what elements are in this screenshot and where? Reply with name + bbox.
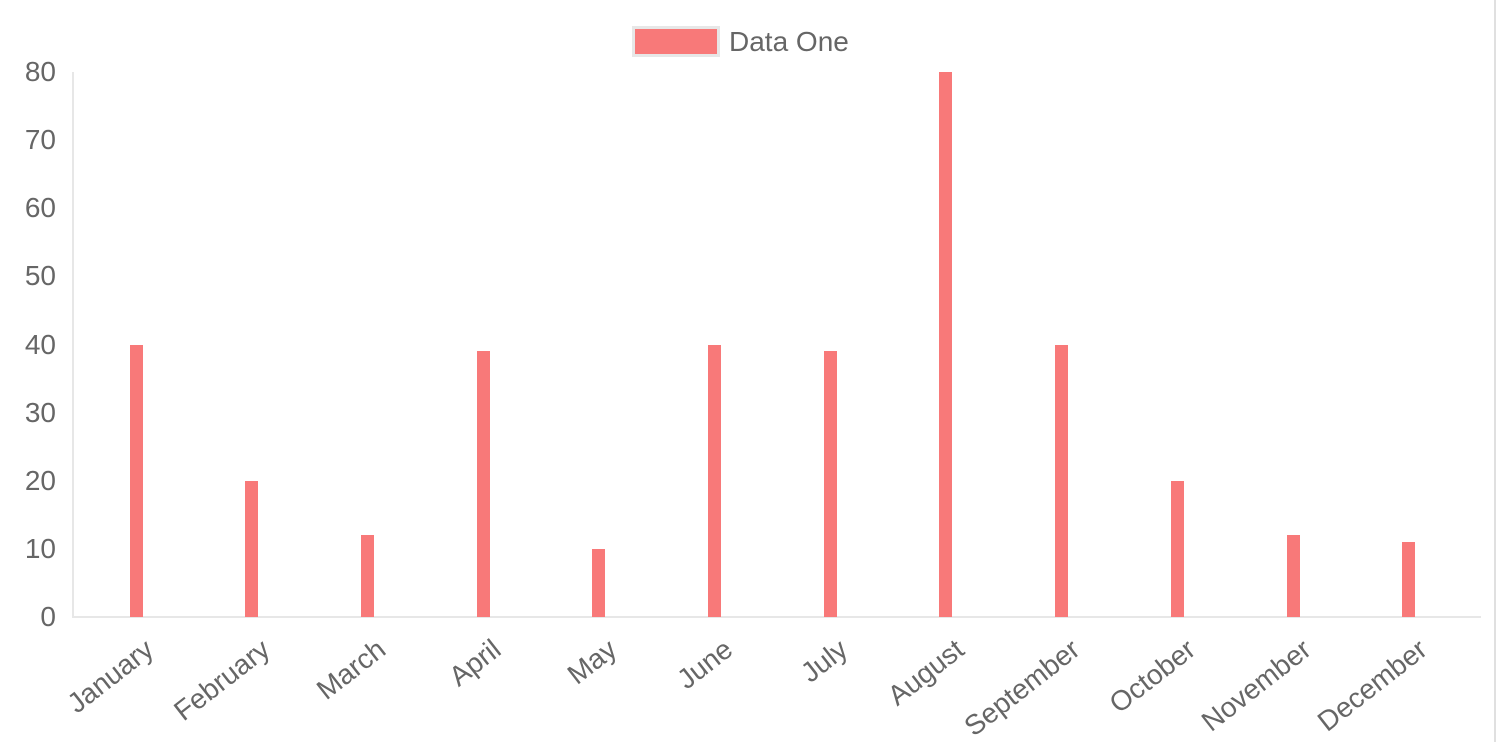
bar-december xyxy=(1402,542,1416,617)
x-label-june: June xyxy=(671,633,738,696)
legend-label: Data One xyxy=(729,25,849,57)
bar-july xyxy=(823,351,837,617)
bar-august xyxy=(939,72,953,617)
bar-may xyxy=(592,548,606,617)
x-label-may: May xyxy=(561,633,623,691)
page-right-border xyxy=(1494,0,1496,742)
y-tick-label-40: 40 xyxy=(24,328,56,360)
y-axis-line xyxy=(72,72,74,618)
y-tick-label-0: 0 xyxy=(40,601,56,632)
bar-january xyxy=(129,344,143,617)
x-label-december: December xyxy=(1311,633,1433,738)
x-label-february: February xyxy=(167,633,276,727)
y-tick-label-10: 10 xyxy=(24,532,56,564)
x-label-november: November xyxy=(1195,633,1317,738)
x-label-september: September xyxy=(958,633,1086,742)
y-tick-label-70: 70 xyxy=(24,124,56,156)
x-label-october: October xyxy=(1103,633,1201,719)
y-tick-label-60: 60 xyxy=(24,192,56,224)
bar-november xyxy=(1286,535,1300,617)
bar-march xyxy=(360,535,374,617)
y-tick-label-20: 20 xyxy=(24,464,56,496)
x-label-march: March xyxy=(310,633,391,706)
bar-october xyxy=(1170,480,1184,617)
y-tick-label-50: 50 xyxy=(24,260,56,292)
y-tick-label-30: 30 xyxy=(24,396,56,428)
bar-september xyxy=(1055,344,1069,617)
chart-legend-item[interactable]: Data One xyxy=(632,26,849,57)
y-tick-label-80: 80 xyxy=(24,56,56,87)
x-label-april: April xyxy=(443,633,507,693)
x-label-july: July xyxy=(795,633,854,689)
legend-color-swatch xyxy=(632,26,720,57)
bar-april xyxy=(476,351,490,617)
bar-june xyxy=(708,344,721,617)
x-label-august: August xyxy=(881,633,970,712)
x-axis-line xyxy=(72,616,1481,618)
bar-february xyxy=(245,480,259,617)
x-label-january: January xyxy=(61,633,160,719)
